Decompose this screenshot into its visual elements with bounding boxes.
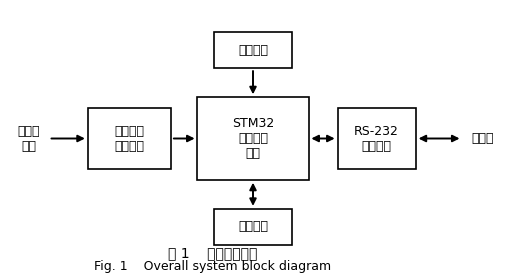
Text: 传感器
信号: 传感器 信号 <box>17 124 39 153</box>
Text: Fig. 1    Overall system block diagram: Fig. 1 Overall system block diagram <box>94 260 331 273</box>
Text: 图 1    系统总体框图: 图 1 系统总体框图 <box>168 246 257 260</box>
Bar <box>214 209 291 245</box>
Text: 存储模块: 存储模块 <box>237 220 268 233</box>
Bar <box>87 108 171 169</box>
Bar <box>337 108 415 169</box>
Text: 电源模块: 电源模块 <box>237 44 268 57</box>
Text: 上位机: 上位机 <box>471 132 493 145</box>
Text: 前端信号
调理模块: 前端信号 调理模块 <box>114 124 144 153</box>
Bar <box>197 97 308 180</box>
Text: STM32
微控制器
模块: STM32 微控制器 模块 <box>231 117 274 160</box>
Text: RS-232
通讯接口: RS-232 通讯接口 <box>354 124 398 153</box>
Bar <box>214 32 291 68</box>
